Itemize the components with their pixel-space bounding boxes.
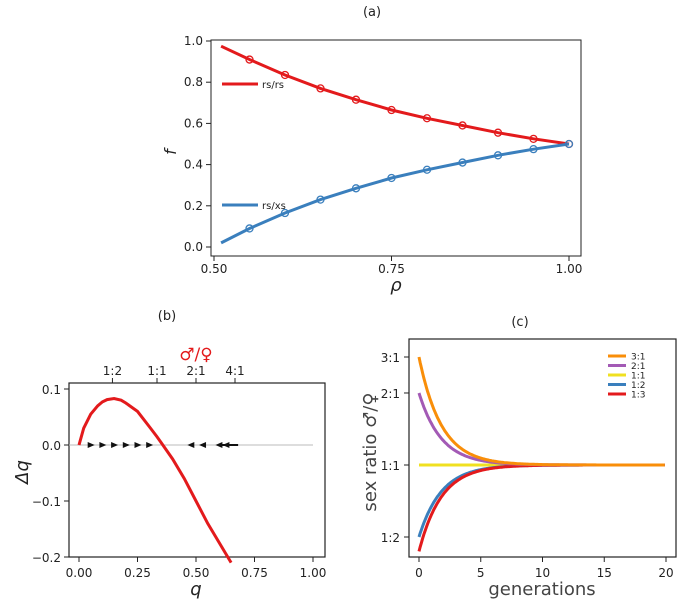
panel-c-xtick-label: 10 <box>535 566 550 580</box>
panel-a-marker-0 <box>245 55 254 64</box>
panel-b-frame <box>68 382 326 558</box>
panel-a-marker-1 <box>387 173 396 183</box>
panel-c-ytick-label: 1:1 <box>381 459 400 473</box>
panel-a-ytick-label: 0.2 <box>184 199 203 213</box>
panel-a-marker-1 <box>316 195 325 204</box>
panel-c-xtick-label: 5 <box>477 566 485 580</box>
panel-b-arrow-left <box>199 442 207 448</box>
panel-b-xlabel: q <box>190 579 201 600</box>
panel-c-xtick-label: 0 <box>415 566 423 580</box>
panel-a-marker-0 <box>387 105 396 115</box>
panel-b-chart: 0.00 0.25 0.50 0.75 1.00 0.1 0.0 −0.1 −0.2 1:2 1:… <box>12 345 326 600</box>
panel-b-xtick-label: 1.00 <box>300 566 327 580</box>
panel-a-marker-0 <box>529 134 538 144</box>
panel-c-series-line-1 <box>417 392 665 467</box>
panel-b-delta-q-curve <box>77 396 233 564</box>
panel-c-legend-label: 3:1 <box>631 353 645 363</box>
panel-a-marker-1 <box>245 224 254 233</box>
panel-c-xtick-label: 20 <box>658 566 673 580</box>
panel-a-xtick-label: 1.00 <box>556 262 583 276</box>
panel-c-xtick-label: 15 <box>597 566 612 580</box>
panel-a-ytick-label: 0.6 <box>184 116 203 130</box>
panel-b-top-tick-label: 1:2 <box>103 364 122 378</box>
panel-b-xtick-label: 0.75 <box>241 566 268 580</box>
panel-a-ytick-label: 1.0 <box>184 34 203 48</box>
panel-a-marker-1 <box>280 208 290 218</box>
panel-b-xtick-label: 0.25 <box>124 566 151 580</box>
panel-b-arrow-right <box>146 442 154 448</box>
panel-b-label: (b) <box>158 309 176 324</box>
panel-b-arrow-right <box>99 442 107 448</box>
panel-c-label: (c) <box>511 315 528 330</box>
legend-label-rs-rs: rs/rs <box>262 80 284 91</box>
panel-c-chart: 0 5 10 15 201:21:12:13:1 3:12:11:11:21:3 sex… <box>360 338 677 600</box>
panel-b-ytick-label: −0.1 <box>32 495 61 509</box>
panel-a-label: (a) <box>363 5 381 20</box>
legend-label-rs-xs: rs/xs <box>262 201 286 212</box>
panel-b-arrow-left <box>187 442 195 448</box>
panel-c-ylabel: sex ratio ♂/♀ <box>360 392 381 511</box>
panel-a-xtick-label: 0.75 <box>378 262 405 276</box>
panel-a-marker-0 <box>458 121 467 130</box>
panel-b-arrow-right <box>122 442 130 448</box>
panel-a-marker-0 <box>493 128 503 137</box>
panel-b-arrow-left <box>215 442 223 448</box>
panel-c-legend-label: 2:1 <box>631 362 645 372</box>
panel-b-arrow-right <box>87 442 95 448</box>
panel-c-ytick-label: 1:2 <box>381 531 400 545</box>
panel-a-marker-0 <box>351 95 361 104</box>
panel-c-xlabel: generations <box>488 579 595 600</box>
panel-c-legend-label: 1:1 <box>631 372 645 382</box>
panel-b-xtick-label: 0.50 <box>183 566 210 580</box>
panel-a-frame <box>210 39 582 257</box>
panel-a-marker-1 <box>458 158 467 167</box>
panel-a-series-line-1 <box>220 142 570 245</box>
panel-b-top-tick-label: 2:1 <box>186 364 205 378</box>
panel-b-xtick-label: 0.00 <box>66 566 93 580</box>
panel-a-marker-1 <box>493 151 503 160</box>
panel-c-series-line-3 <box>417 463 665 538</box>
panel-a-ytick-label: 0.8 <box>184 75 203 89</box>
panel-b-top-axis-label: ♂/♀ <box>179 345 212 365</box>
panel-c-legend-label: 1:3 <box>631 391 645 401</box>
panel-a-xlabel: ρ <box>390 275 402 296</box>
panel-a-chart: 0.50 0.75 1.00 0.0 0.2 0.4 0.6 0.8 1.0 rs/rs rs/… <box>161 34 582 296</box>
panel-a-marker-0 <box>316 84 325 93</box>
panel-b-ylabel: Δq <box>12 460 33 486</box>
panel-c-ytick-label: 2:1 <box>381 387 400 401</box>
panel-a-ytick-label: 0.4 <box>184 158 203 172</box>
panel-c-ytick-label: 3:1 <box>381 351 400 365</box>
panel-a-ytick-label: 0.0 <box>184 240 203 254</box>
panel-b-arrow-right <box>134 442 142 448</box>
panel-a-marker-1 <box>564 139 574 149</box>
panel-c-legend-label: 1:2 <box>631 381 645 391</box>
panel-a-ylabel: f <box>161 147 180 155</box>
panel-a-xtick-label: 0.50 <box>201 262 228 276</box>
panel-a-series-line-0 <box>220 44 570 146</box>
panel-b-arrow-right <box>111 442 119 448</box>
panel-a-marker-1 <box>529 144 538 154</box>
panel-a-marker-1 <box>351 184 361 193</box>
panel-a-marker-0 <box>280 70 290 80</box>
panel-a-marker-0 <box>422 114 432 123</box>
panel-c-series-line-0 <box>417 356 665 467</box>
panel-b-top-tick-label: 4:1 <box>225 364 244 378</box>
panel-b-ytick-label: 0.1 <box>42 383 61 397</box>
panel-b-top-tick-label: 1:1 <box>147 364 166 378</box>
panel-b-ytick-label: −0.2 <box>32 551 61 565</box>
panel-b-ytick-label: 0.0 <box>42 439 61 453</box>
panel-a-marker-1 <box>422 165 432 174</box>
